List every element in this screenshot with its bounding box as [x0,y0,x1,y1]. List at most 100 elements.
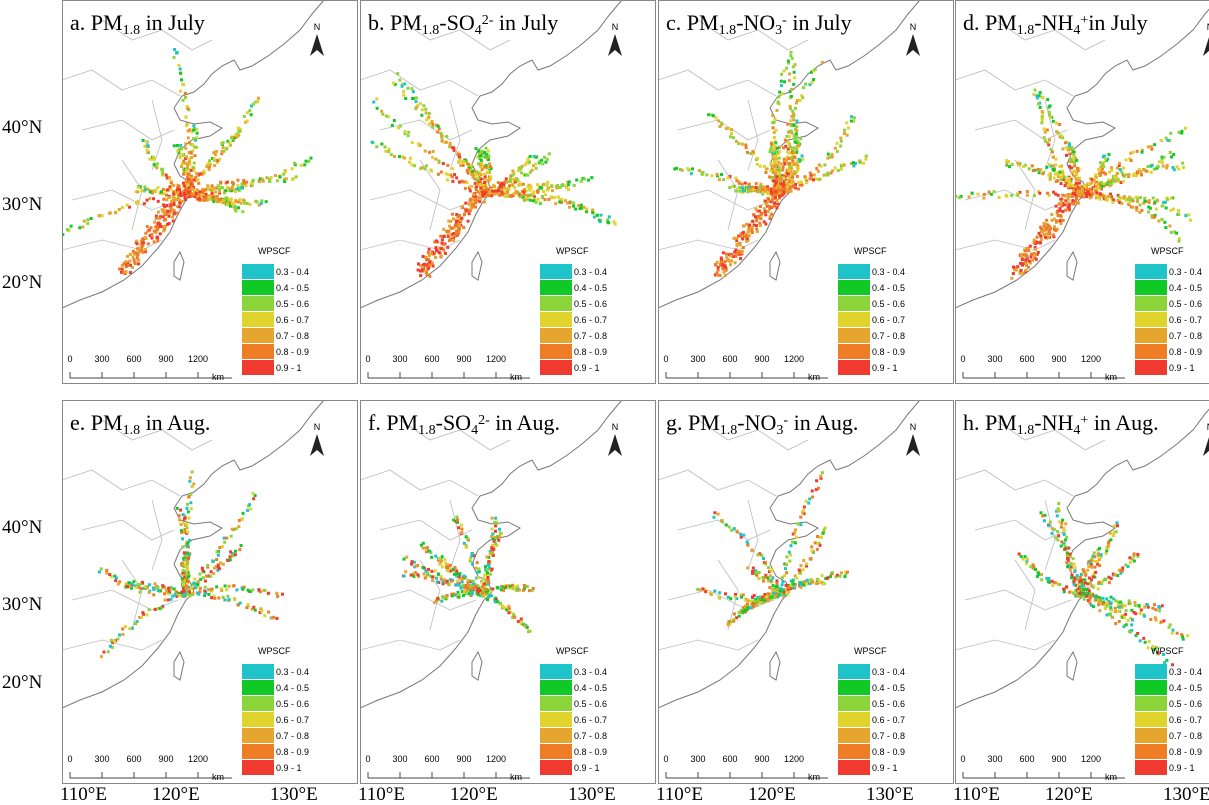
legend-swatch [838,760,870,775]
trajectory-dot [121,627,124,630]
trajectory-dot [1058,583,1061,586]
trajectory-dot [1089,581,1092,584]
legend-swatch [1135,728,1167,743]
trajectory-dot [1040,578,1043,581]
lon-label: 110°E [656,784,703,805]
trajectory-dot [187,136,190,139]
trajectory-dot [1100,181,1103,184]
trajectory-dot [243,115,246,118]
trajectory-dot [254,609,257,612]
trajectory-dot [1048,111,1051,114]
trajectory-dot [1010,194,1013,197]
trajectory-dot [208,168,211,171]
trajectory-dot [1028,260,1031,263]
trajectory-dot [732,136,735,139]
trajectory-dot [272,616,275,619]
trajectory-dot [184,96,187,99]
trajectory-dot [734,176,737,179]
trajectory-dot [1098,564,1101,567]
trajectory-dot [427,568,430,571]
trajectory-dot [169,204,172,207]
trajectory-dot [176,51,179,54]
scale-label: 900 [754,354,769,364]
trajectory-dot [792,118,795,121]
trajectory-dot [220,587,223,590]
trajectory-dot [846,134,849,137]
trajectory-dot [484,147,487,150]
trajectory-dot [481,585,484,588]
trajectory-dot [831,169,834,172]
trajectory-dot [744,143,747,146]
trajectory-dot [1075,182,1078,185]
trajectory-dot [211,192,214,195]
trajectory-dot [1050,532,1053,535]
trajectory-dot [550,184,553,187]
trajectory-dot [427,258,430,261]
trajectory-dot [764,561,767,564]
trajectory-dot [193,154,196,157]
trajectory-dot [714,263,717,266]
trajectory-dot [759,183,762,186]
trajectory-dot [1110,169,1113,172]
trajectory-dot [1039,91,1042,94]
trajectory-dot [137,186,140,189]
trajectory-dot [178,519,181,522]
trajectory-dot [476,590,479,593]
trajectory-dot [775,585,778,588]
trajectory-dot [1086,569,1089,572]
trajectory-dot [756,157,759,160]
north-arrow [1203,34,1209,56]
scale-unit: km [212,772,224,782]
trajectory-dot [1056,172,1059,175]
trajectory-dot [1130,623,1133,626]
trajectory-dot [487,179,490,182]
trajectory-dot [303,163,306,166]
trajectory-dot [248,203,251,206]
lat-label: 20°N [2,672,43,693]
trajectory-dot [437,160,440,163]
trajectory-dot [745,240,748,243]
trajectory-dot [270,176,273,179]
trajectory-dot [511,183,514,186]
trajectory-dot [1160,620,1163,623]
trajectory-dot [754,208,757,211]
trajectory-dot [184,142,187,145]
trajectory-dot [1112,180,1115,183]
trajectory-dot [185,155,188,158]
trajectory-dot [1147,145,1150,148]
legend-label: 0.3 - 0.4 [872,667,905,677]
trajectory-dot [785,563,788,566]
trajectory-dot [1122,166,1125,169]
trajectory-dot [157,200,160,203]
title-part: in Aug. [140,410,210,435]
trajectory-dot [1065,154,1068,157]
trajectory-dot [252,492,255,495]
trajectory-dot [558,200,561,203]
trajectory-dot [837,169,840,172]
trajectory-dot [139,591,142,594]
trajectory-dot [840,168,843,171]
trajectory-dot [742,189,745,192]
trajectory-dot [494,517,497,520]
trajectory-dot [191,187,194,190]
trajectory-dot [536,191,539,194]
trajectory-dot [488,154,491,157]
trajectory-dot [587,179,590,182]
trajectory-dot [771,198,774,201]
trajectory-dot [1092,575,1095,578]
trajectory-dot [245,181,248,184]
trajectory-dot [222,201,225,204]
trajectory-dot [1045,166,1048,169]
trajectory-dot [1106,199,1109,202]
trajectory-dot [431,575,434,578]
trajectory-dot [583,177,586,180]
trajectory-dot [1161,205,1164,208]
trajectory-dot [166,223,169,226]
trajectory-dot [813,173,816,176]
trajectory-dot [446,164,449,167]
trajectory-dot [1083,570,1086,573]
trajectory-dot [183,593,186,596]
trajectory-dot [196,583,199,586]
trajectory-dot [496,586,499,589]
legend-swatch [838,264,870,279]
